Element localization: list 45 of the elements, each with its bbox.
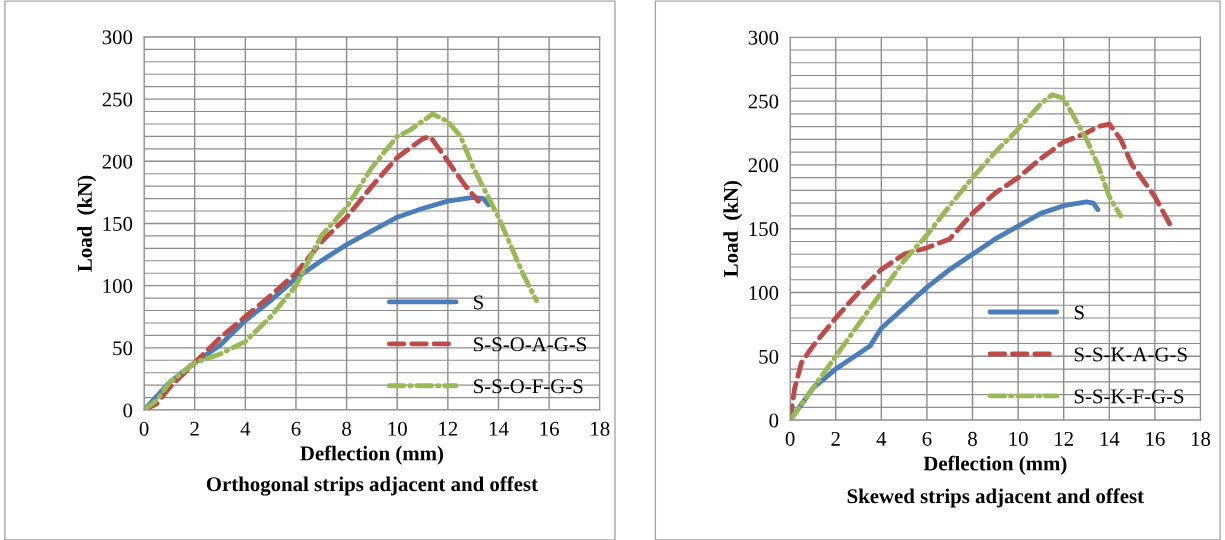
x-tick-label: 2 xyxy=(190,421,199,436)
x-tick-label: 2 xyxy=(831,431,840,446)
x-tick-label: 6 xyxy=(291,421,301,436)
y-tick-label: 300 xyxy=(102,30,133,45)
y-axis-title: Load (kN) xyxy=(723,180,743,277)
y-tick-label: 250 xyxy=(102,92,133,107)
legend-label: S-S-K-F-G-S xyxy=(1074,389,1184,404)
x-tick-label: 4 xyxy=(240,421,251,436)
x-tick-label: 16 xyxy=(1146,431,1165,446)
y-tick-label: 200 xyxy=(102,154,133,169)
y-tick-label: 300 xyxy=(748,30,779,45)
x-tick-label: 12 xyxy=(1055,431,1073,446)
y-tick-label: 150 xyxy=(749,222,779,237)
x-tick-label: 18 xyxy=(591,421,610,436)
text: Orthogonal strips adjacent and offest xyxy=(206,476,538,496)
legend-label: S-S-O-A-G-S xyxy=(474,337,586,352)
y-tick-label: 250 xyxy=(748,94,779,109)
x-tick-label: 4 xyxy=(876,431,887,446)
x-tick-label: 6 xyxy=(922,431,932,446)
x-tick-label: 18 xyxy=(1191,431,1211,446)
legend-label: S-S-K-A-G-S xyxy=(1074,347,1187,362)
y-tick-label: 200 xyxy=(748,158,779,173)
x-tick-label: 8 xyxy=(342,421,352,436)
x-tick-label: 10 xyxy=(1009,431,1028,446)
x-tick-label: 10 xyxy=(388,421,407,436)
x-axis-title: Deflection (mm) xyxy=(300,445,444,465)
x-axis-title: Deflection (mm) xyxy=(923,455,1067,475)
y-tick-label: 50 xyxy=(759,349,779,364)
y-tick-label: 50 xyxy=(113,341,133,356)
y-tick-label: 100 xyxy=(103,279,133,294)
y-tick-label: 0 xyxy=(123,403,133,418)
x-tick-label: 12 xyxy=(439,421,458,436)
text: Skewed strips adjacent and offest xyxy=(847,488,1144,508)
legend-label: S-S-O-F-G-S xyxy=(474,379,583,394)
legend-label: S xyxy=(1074,305,1084,320)
y-tick-label: 150 xyxy=(103,216,133,231)
x-tick-label: 14 xyxy=(489,421,509,436)
legend-label: S xyxy=(474,295,483,310)
x-tick-label: 8 xyxy=(968,431,977,446)
x-tick-label: 14 xyxy=(1100,431,1120,446)
x-tick-label: 0 xyxy=(785,431,795,446)
y-axis-title: Load (kN) xyxy=(77,175,97,272)
y-tick-label: 100 xyxy=(749,285,779,300)
x-tick-label: 16 xyxy=(540,421,559,436)
x-tick-label: 0 xyxy=(139,421,149,436)
